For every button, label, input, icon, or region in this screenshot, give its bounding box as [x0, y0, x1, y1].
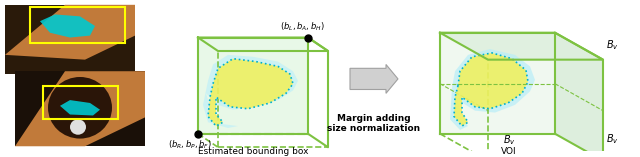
Bar — [15, 71, 145, 146]
Circle shape — [48, 77, 112, 139]
Polygon shape — [60, 100, 100, 116]
FancyArrow shape — [350, 65, 398, 93]
Polygon shape — [440, 33, 555, 134]
Bar — [30, 7, 125, 43]
Polygon shape — [40, 14, 95, 38]
Polygon shape — [15, 71, 145, 146]
Bar — [5, 5, 135, 74]
Polygon shape — [450, 49, 535, 130]
Text: $(b_R, b_P, b_F)$: $(b_R, b_P, b_F)$ — [168, 138, 212, 151]
Polygon shape — [454, 53, 528, 126]
Polygon shape — [555, 33, 603, 157]
Polygon shape — [5, 5, 135, 60]
Text: Margin adding
size normalization: Margin adding size normalization — [328, 114, 420, 133]
Circle shape — [70, 119, 86, 135]
Polygon shape — [203, 55, 298, 128]
Polygon shape — [198, 38, 308, 134]
Text: $B_v$: $B_v$ — [502, 133, 515, 147]
Text: Estimated bounding box: Estimated bounding box — [198, 147, 308, 156]
Text: $B_v$: $B_v$ — [606, 38, 619, 52]
Bar — [43, 86, 118, 119]
Text: $(b_L, b_A, b_H)$: $(b_L, b_A, b_H)$ — [280, 21, 324, 33]
Text: $B_v$: $B_v$ — [606, 132, 619, 146]
Polygon shape — [440, 33, 603, 60]
Text: VOI: VOI — [501, 147, 517, 156]
Polygon shape — [208, 59, 293, 126]
